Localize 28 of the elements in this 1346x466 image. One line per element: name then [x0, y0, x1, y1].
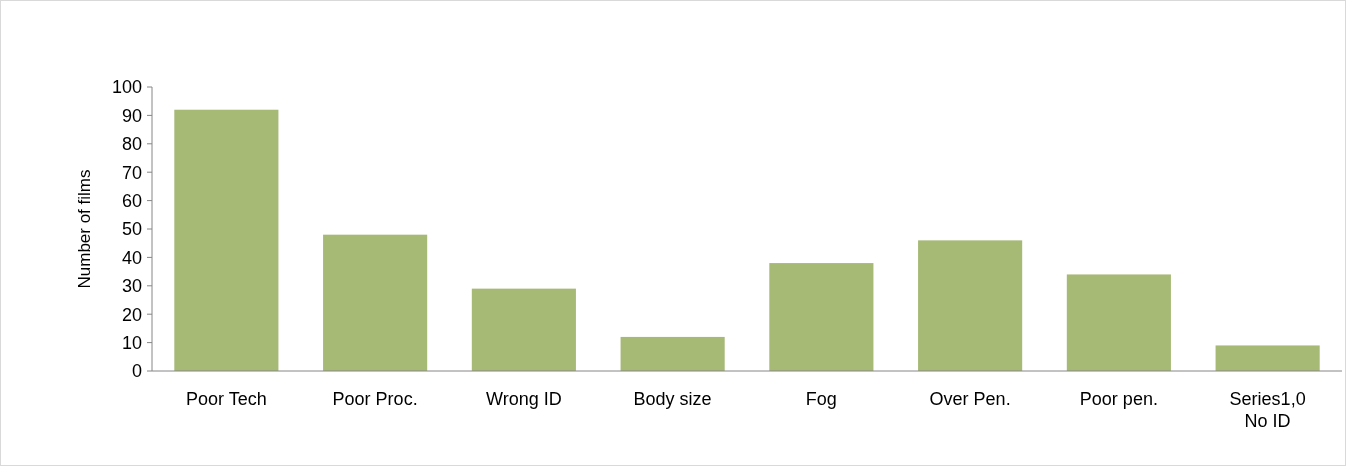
y-tick-label: 50	[121, 219, 142, 240]
bar	[1066, 274, 1171, 371]
bar	[323, 234, 428, 371]
y-tick-label: 40	[121, 247, 142, 268]
x-tick-label: Poor pen.	[1079, 389, 1158, 409]
bar	[620, 336, 725, 371]
bar	[918, 240, 1023, 371]
y-tick-label: 70	[121, 162, 142, 183]
bar	[769, 263, 874, 371]
y-tick-label: 90	[121, 105, 142, 126]
bar	[1215, 345, 1320, 371]
y-axis-title: Number of films	[75, 169, 94, 289]
x-tick-label: Poor Tech	[186, 389, 267, 409]
bar	[174, 109, 279, 371]
bar	[471, 288, 576, 371]
x-tick-label: Poor Proc.	[332, 389, 418, 409]
x-tick-label: Wrong ID	[486, 389, 562, 409]
x-tick-label: Fog	[805, 389, 837, 409]
y-tick-label: 0	[131, 361, 142, 382]
y-tick-label: 80	[121, 134, 142, 155]
y-tick-label: 100	[111, 77, 142, 98]
x-tick-label: Body size	[633, 389, 712, 409]
x-tick-label: Series1,0 No ID	[1229, 389, 1306, 431]
y-tick-label: 60	[121, 190, 142, 211]
y-tick-label: 30	[121, 276, 142, 297]
x-tick-label: Over Pen.	[929, 389, 1011, 409]
y-tick-label: 20	[121, 304, 142, 325]
y-tick-label: 10	[121, 332, 142, 353]
